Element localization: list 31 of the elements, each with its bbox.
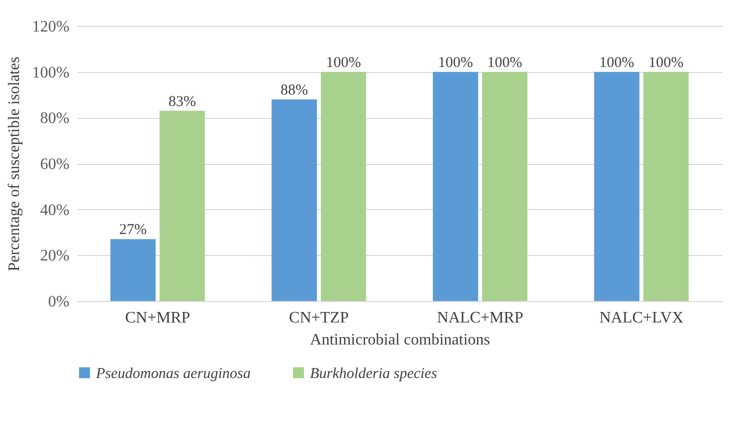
x-tick-label: NALC+MRP — [436, 310, 524, 326]
data-label: 27% — [119, 222, 147, 238]
bar — [110, 239, 156, 301]
legend-label: Pseudomonas aeruginosa — [95, 366, 251, 382]
y-tick-label: 100% — [32, 64, 70, 82]
data-label: 100% — [487, 54, 522, 71]
x-axis-title: Antimicrobial combinations — [310, 332, 490, 348]
data-label: 100% — [326, 54, 361, 71]
data-label: 100% — [438, 54, 474, 71]
y-tick-label: 120% — [32, 18, 70, 36]
bar — [272, 99, 317, 301]
bar — [643, 72, 689, 301]
x-tick-label: CN+TZP — [289, 310, 349, 326]
x-tick-label: CN+MRP — [125, 310, 190, 326]
data-label: 88% — [280, 82, 308, 98]
y-tick-label: 60% — [40, 156, 70, 173]
bar — [160, 110, 205, 301]
x-tick-label: NALC+LVX — [599, 310, 684, 326]
data-label: 100% — [599, 54, 634, 71]
y-axis-title: Percentage of susceptible isolates — [6, 56, 24, 272]
legend-label: Burkholderia species — [310, 366, 438, 382]
y-tick-label: 20% — [40, 248, 70, 265]
data-label: 100% — [648, 54, 684, 71]
y-tick-label: 80% — [40, 110, 70, 128]
bar — [320, 72, 366, 301]
bar — [432, 72, 478, 301]
data-label: 83% — [168, 94, 196, 110]
bar — [594, 72, 640, 301]
y-tick-label: 0% — [48, 294, 70, 310]
bar — [482, 72, 528, 301]
y-tick-label: 40% — [40, 202, 70, 219]
